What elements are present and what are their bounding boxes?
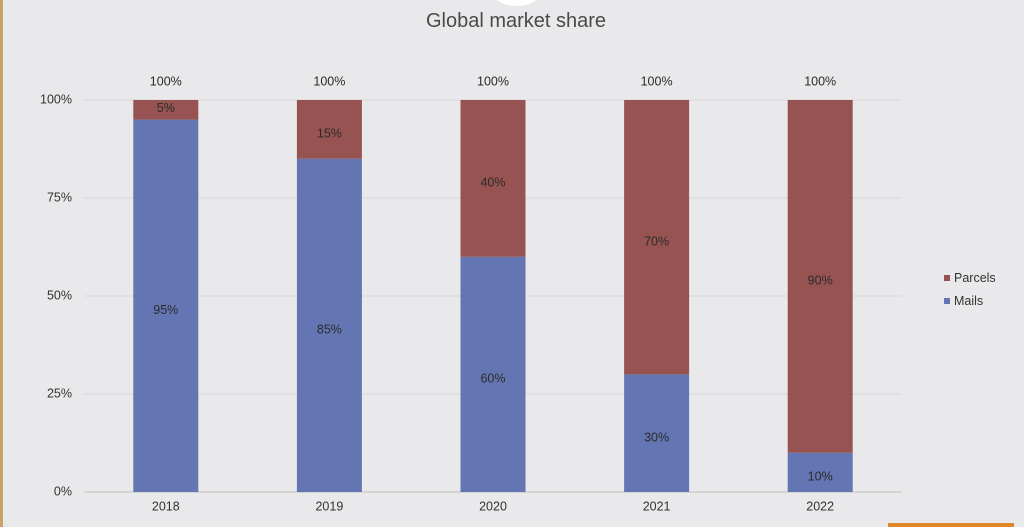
data-label-parcels: 70% <box>644 234 669 248</box>
data-label-parcels: 90% <box>808 274 833 288</box>
bar-mails-2020 <box>460 256 526 492</box>
y-tick-label: 50% <box>47 288 72 302</box>
total-label: 100% <box>313 74 345 88</box>
legend: Parcels Mails <box>944 266 996 312</box>
data-label-parcels: 5% <box>157 101 175 115</box>
bar-parcels-2021 <box>624 100 690 375</box>
legend-swatch-parcels <box>944 274 950 281</box>
bar-mails-2022 <box>787 452 853 492</box>
x-tick-label: 2020 <box>479 499 507 513</box>
x-tick-label: 2021 <box>643 499 671 513</box>
top-circle-decoration <box>487 0 547 6</box>
bar-parcels-2019 <box>296 100 362 159</box>
y-tick-label: 100% <box>40 92 72 106</box>
bar-parcels-2020 <box>460 100 526 257</box>
data-label-mails: 85% <box>317 323 342 337</box>
x-tick-label: 2019 <box>315 499 343 513</box>
data-label-mails: 30% <box>644 430 669 444</box>
legend-item-parcels: Parcels <box>944 266 996 289</box>
legend-label-parcels: Parcels <box>954 270 996 285</box>
bar-mails-2019 <box>296 158 362 493</box>
bar-parcels-2022 <box>787 100 853 453</box>
left-edge-rule <box>0 0 3 527</box>
y-tick-label: 0% <box>54 484 72 498</box>
data-label-mails: 10% <box>808 470 833 484</box>
y-tick-label: 75% <box>47 190 72 204</box>
bar-parcels-2018 <box>133 100 199 120</box>
bar-mails-2021 <box>624 374 690 492</box>
bottom-accent-bar <box>888 523 1014 527</box>
y-tick-label: 25% <box>47 386 72 400</box>
total-label: 100% <box>150 74 182 88</box>
total-label: 100% <box>804 74 836 88</box>
data-label-parcels: 40% <box>480 176 505 190</box>
legend-swatch-mails <box>944 297 950 304</box>
total-label: 100% <box>477 74 509 88</box>
bar-mails-2018 <box>133 119 199 492</box>
legend-label-mails: Mails <box>954 293 984 308</box>
legend-item-mails: Mails <box>944 289 996 312</box>
total-label: 100% <box>641 74 673 88</box>
data-label-mails: 95% <box>153 303 178 317</box>
x-tick-label: 2018 <box>152 499 180 513</box>
x-tick-label: 2022 <box>806 499 834 513</box>
data-label-parcels: 15% <box>317 127 342 141</box>
chart-title: Global market share <box>425 10 607 32</box>
data-label-mails: 60% <box>480 372 505 386</box>
